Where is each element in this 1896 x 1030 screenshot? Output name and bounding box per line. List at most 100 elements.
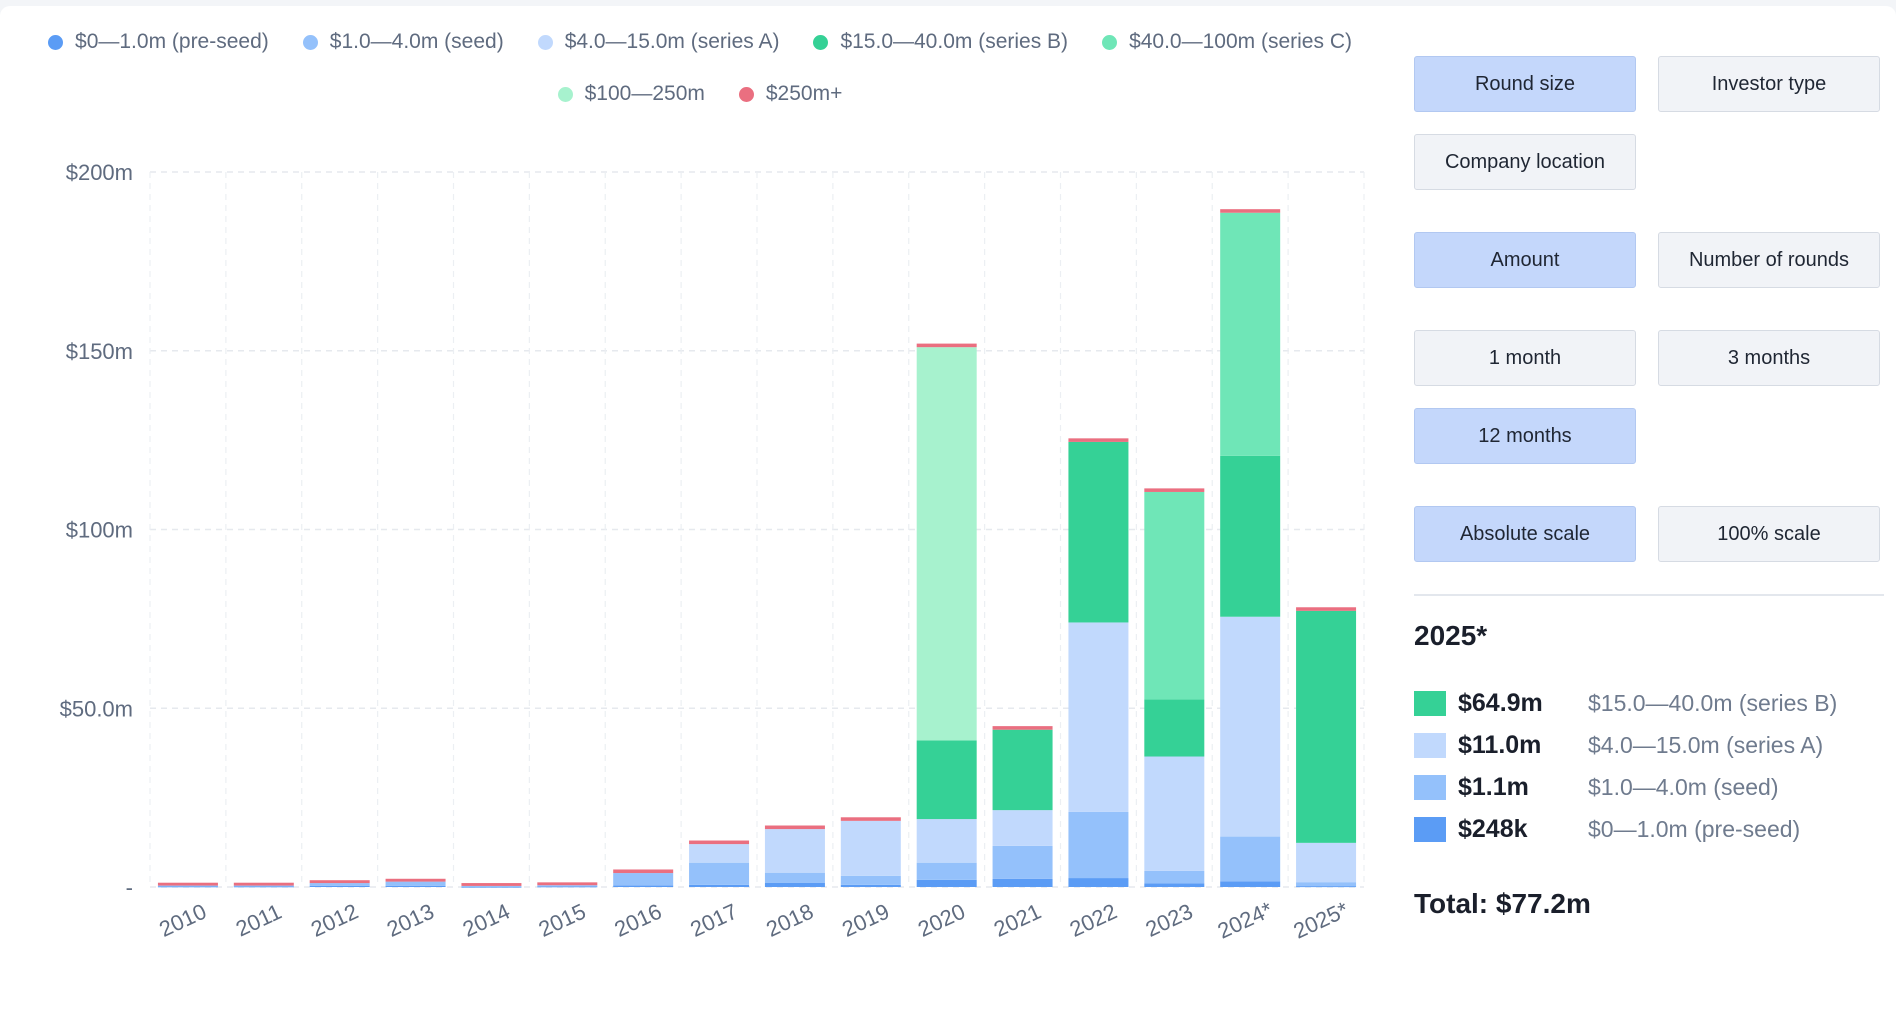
bar-segment (1220, 836, 1281, 882)
legend-item[interactable]: $100—250m (557, 82, 705, 106)
bar-segment (1144, 491, 1205, 700)
x-tick-label: 2022 (1066, 899, 1121, 942)
legend-item[interactable]: $4.0—15.0m (series A) (537, 30, 780, 54)
detail-swatch (1414, 690, 1446, 716)
detail-label: $15.0—40.0m (series B) (1588, 689, 1838, 716)
bar-segment (1144, 756, 1205, 871)
controls-divider (1414, 594, 1884, 596)
bar-segment (233, 882, 294, 886)
three-months-button[interactable]: 3 months (1658, 330, 1880, 386)
investor-type-button[interactable]: Investor type (1658, 56, 1880, 112)
bar-segment (1220, 881, 1281, 887)
bar-segment (1068, 622, 1129, 812)
number-of-rounds-button[interactable]: Number of rounds (1658, 232, 1880, 288)
one-month-button[interactable]: 1 month (1414, 330, 1636, 386)
percent-scale-button[interactable]: 100% scale (1658, 506, 1880, 562)
legend-item[interactable]: $15.0—40.0m (series B) (813, 30, 1068, 54)
bar-segment (1144, 883, 1205, 887)
bar-segment (916, 740, 977, 820)
legend-dot-icon (557, 86, 573, 102)
detail-amount: $64.9m (1458, 688, 1543, 717)
bar-segment (764, 872, 825, 883)
bar-segment (385, 881, 446, 886)
bar-segment (1296, 886, 1357, 888)
detail-total: Total: $77.2m (1414, 888, 1591, 919)
legend-dot-icon (48, 34, 64, 50)
round-size-button[interactable]: Round size (1414, 56, 1636, 112)
x-tick-label: 2017 (686, 899, 741, 942)
bar-segment (840, 884, 901, 887)
legend-dot-icon (537, 34, 553, 50)
bar-segment (613, 869, 674, 874)
detail-rows: $64.9m $15.0—40.0m (series B) $11.0m $4.0—1… (1414, 682, 1884, 850)
bar-segment (916, 819, 977, 863)
bar-segment (689, 844, 750, 863)
bar-segment (309, 883, 370, 886)
detail-swatch (1414, 774, 1446, 800)
bar-segment (385, 878, 446, 882)
detail-swatch (1414, 732, 1446, 758)
bar-segment (1220, 616, 1281, 837)
x-tick-label: 2015 (535, 899, 590, 942)
legend-item[interactable]: $250m+ (738, 82, 843, 106)
x-tick-label: 2010 (155, 899, 210, 942)
detail-amount: $248k (1458, 814, 1528, 843)
detail-amount: $1.1m (1458, 772, 1529, 801)
bar-segment (916, 343, 977, 348)
bar-segment (1144, 488, 1205, 492)
bar-segment (461, 885, 522, 887)
y-tick-label: - (126, 875, 133, 900)
bar-segment (916, 862, 977, 880)
legend-label: $4.0—15.0m (series A) (564, 30, 780, 53)
year-detail-panel: 2025* $64.9m $15.0—40.0m (series B) $11.0m… (1414, 620, 1884, 920)
bar-segment (461, 883, 522, 886)
bar-segment (764, 825, 825, 830)
bar-segment (1144, 870, 1205, 884)
x-tick-label: 2012 (307, 899, 362, 942)
detail-amount: $11.0m (1458, 730, 1542, 759)
bar-segment (309, 885, 370, 887)
x-tick-label: 2023 (1142, 899, 1197, 942)
bar-segment (992, 810, 1053, 846)
legend-item[interactable]: $40.0—100m (series C) (1102, 30, 1352, 54)
legend-dot-icon (738, 86, 754, 102)
legend-item[interactable]: $0—1.0m (pre-seed) (48, 30, 269, 54)
legend-label: $250m+ (765, 82, 843, 105)
bar-segment (689, 862, 750, 885)
x-tick-label: 2016 (611, 899, 666, 942)
bar-segment (1068, 441, 1129, 623)
legend-dot-icon (302, 34, 318, 50)
detail-label: $4.0—15.0m (series A) (1588, 731, 1824, 758)
y-tick-label: $200m (66, 160, 133, 185)
detail-label: $0—1.0m (pre-seed) (1588, 815, 1801, 842)
absolute-scale-button[interactable]: Absolute scale (1414, 506, 1636, 562)
bar-segment (916, 879, 977, 887)
x-tick-label: 2025* (1290, 897, 1353, 944)
x-tick-label: 2024* (1214, 897, 1277, 944)
bar-segment (840, 875, 901, 885)
bar-segment (157, 885, 218, 887)
bar-segment (689, 840, 750, 845)
bar-segment (613, 873, 674, 886)
bar-segment (1220, 212, 1281, 456)
bar-segment (1220, 209, 1281, 213)
amount-button[interactable]: Amount (1414, 232, 1636, 288)
x-tick-label: 2019 (838, 899, 893, 942)
twelve-months-button[interactable]: 12 months (1414, 408, 1636, 464)
y-tick-label: $150m (66, 339, 133, 364)
bar-segment (233, 886, 294, 888)
bar-segment (461, 886, 522, 888)
legend-label: $15.0—40.0m (series B) (840, 30, 1069, 53)
bar-segment (1296, 607, 1357, 611)
bar-segment (992, 845, 1053, 879)
legend-item[interactable]: $1.0—4.0m (seed) (302, 30, 504, 54)
bar-segment (537, 886, 598, 888)
company-location-button[interactable]: Company location (1414, 134, 1636, 190)
bar-segment (537, 882, 598, 886)
legend-dot-icon (813, 34, 829, 50)
detail-row: $11.0m $4.0—15.0m (series A) (1414, 724, 1884, 766)
bar-segment (1220, 455, 1281, 617)
bar-segment (916, 347, 977, 741)
x-tick-label: 2014 (459, 899, 514, 942)
bar-segment (157, 886, 218, 888)
